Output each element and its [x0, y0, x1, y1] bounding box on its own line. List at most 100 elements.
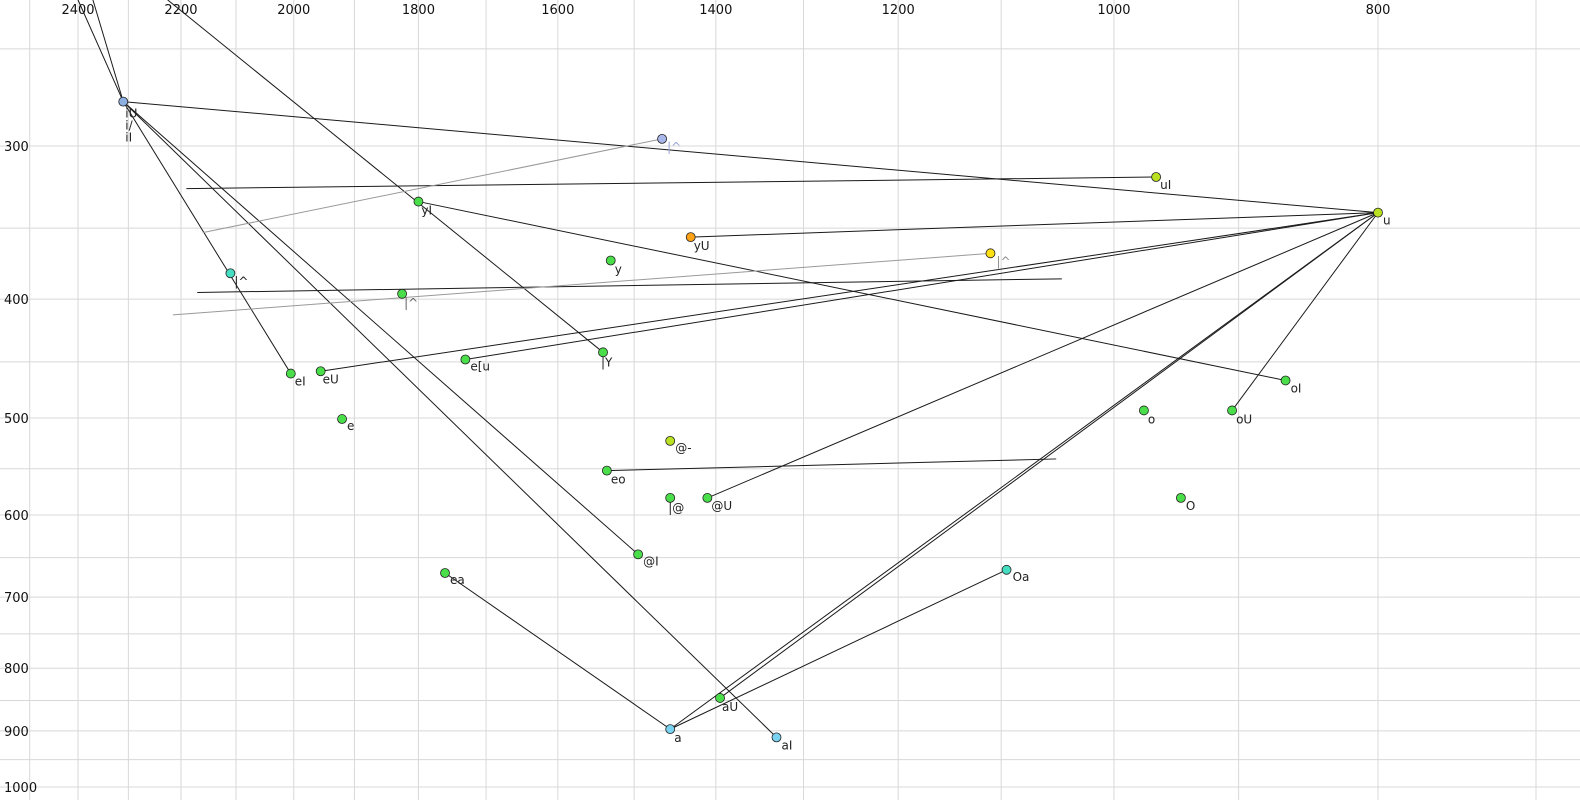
- trajectory-line-10: [1231, 212, 1379, 411]
- trajectory-line-19: [197, 278, 1062, 293]
- vowel-label-bar: |^: [404, 296, 418, 310]
- vowel-point-u: [1373, 207, 1383, 218]
- trajectory-line-16: [186, 176, 1157, 190]
- vowel-point-eI: [285, 368, 296, 379]
- vowel-label-Oa: Oa: [1013, 570, 1030, 584]
- vowel-label-e: e: [347, 419, 354, 433]
- vowel-label-eI: eI: [295, 375, 306, 389]
- vowel-label-o: o: [1148, 412, 1155, 426]
- vowel-label-|@: |@: [668, 501, 684, 515]
- vowel-label-yel: |^: [996, 254, 1010, 268]
- vowel-point-teal: [225, 268, 236, 279]
- x-axis-tick-1200: 1200: [882, 3, 915, 18]
- trajectory-line-14: [669, 569, 1007, 730]
- trajectory-line-18: [606, 458, 1057, 472]
- y-axis-tick-400: 400: [4, 293, 29, 308]
- trajectory-line-6: [320, 212, 1379, 372]
- trajectory-line-2: [123, 101, 1379, 214]
- vowel-point-y: [605, 255, 616, 266]
- vowel-label-|Y: |Y: [601, 355, 613, 369]
- vowel-point-e: [337, 414, 347, 424]
- vowel-label-eo: eo: [611, 473, 626, 487]
- trajectory-line-11: [690, 212, 1379, 238]
- y-axis-tick-300: 300: [4, 140, 29, 155]
- vowel-point-@U: [702, 492, 713, 503]
- vowel-point-i: [118, 96, 129, 107]
- vowel-label-i: iU: [125, 107, 137, 121]
- vowel-point-aI: [771, 732, 782, 743]
- vowel-point-bar: [397, 288, 408, 299]
- trajectory-line-8: [719, 212, 1379, 699]
- vowel-point-@-: [665, 435, 676, 446]
- vowel-point-aU: [715, 693, 725, 703]
- axis-tick-labels: 2400 2200 2000 1800 1600 1400 1200 1000 800 300 40…: [4, 3, 1390, 796]
- trajectory-line-5: [122, 101, 639, 555]
- vowel-point-eo: [601, 465, 612, 476]
- trajectory-line-0: [77, 0, 124, 102]
- vowel-point-oU: [1227, 405, 1237, 416]
- y-axis-tick-800: 800: [4, 662, 29, 677]
- trajectory-line-13: [444, 572, 671, 730]
- x-axis-tick-1400: 1400: [699, 3, 732, 18]
- trajectory-line-15: [418, 201, 1286, 381]
- vowel-point-yU: [685, 232, 696, 243]
- vowel-label-u: u: [1383, 214, 1391, 228]
- trajectory-line-9: [669, 212, 1379, 730]
- vowel-point-|@: [665, 492, 676, 503]
- trajectory-line-1: [92, 0, 124, 102]
- vowel-label-y: y: [615, 263, 622, 277]
- vowel-point-Oa: [1001, 564, 1012, 575]
- x-axis-tick-800: 800: [1366, 3, 1391, 18]
- vowel-label-lav: |^: [667, 140, 681, 154]
- vowel-point-oI: [1280, 375, 1291, 386]
- trajectory-line-17: [167, 0, 604, 353]
- x-axis-tick-1000: 1000: [1097, 3, 1130, 18]
- vowel-label-@-: @-: [675, 441, 691, 455]
- vowel-point-O: [1175, 492, 1186, 503]
- trajectory-line-21: [172, 252, 991, 316]
- vowel-label-e[u: e[u: [470, 359, 490, 373]
- vowel-point-lav: [657, 133, 668, 144]
- vowel-point-yel: [985, 248, 996, 259]
- vowel-label-@U: @U: [711, 499, 732, 513]
- y-axis-tick-900: 900: [4, 725, 29, 740]
- vowel-label-yU: yU: [694, 239, 710, 253]
- x-axis-tick-2400: 2400: [61, 3, 94, 18]
- vowel-label-eU: eU: [323, 372, 339, 386]
- vowel-label-oI: oI: [1291, 381, 1302, 395]
- vowel-label-oU: oU: [1236, 412, 1252, 426]
- vowel-point-ea: [440, 568, 450, 578]
- trajectory-line-7: [465, 212, 1379, 360]
- x-axis-tick-2000: 2000: [277, 3, 310, 18]
- trajectory-line-12: [707, 212, 1379, 499]
- vowel-points: iUi/iI |^ uI u yI yU y |^ |^ |^ eI eU e e[u |Y @- eo |@ @U…: [118, 96, 1391, 752]
- x-axis-tick-2200: 2200: [164, 3, 197, 18]
- trajectory-line-20: [202, 138, 663, 234]
- vowel-point-uI: [1151, 172, 1162, 182]
- vowel-label-a: a: [674, 731, 681, 745]
- vowel-point-e[u: [460, 354, 471, 365]
- vowel-point-eU: [315, 366, 326, 377]
- vowel-point-o: [1139, 405, 1149, 416]
- y-axis-tick-700: 700: [4, 591, 29, 606]
- vowel-label-ea: ea: [450, 573, 465, 587]
- trajectory-line-3: [122, 101, 777, 738]
- vowel-label-i-2: iI: [125, 131, 132, 145]
- vowel-point-@I: [633, 549, 644, 560]
- vowel-label-O: O: [1186, 499, 1195, 513]
- x-axis-tick-1600: 1600: [541, 3, 574, 18]
- x-axis-tick-1800: 1800: [402, 3, 435, 18]
- y-axis-tick-600: 600: [4, 509, 29, 524]
- vowel-label-aU: aU: [722, 700, 738, 714]
- vowel-point-|Y: [598, 347, 608, 358]
- vowel-label-teal: |^: [234, 274, 248, 288]
- vowel-label-aI: aI: [782, 738, 793, 752]
- vowel-label-uI: uI: [1160, 178, 1171, 192]
- vowel-label-i-1: i/: [125, 119, 133, 133]
- vowel-label-yI: yI: [421, 204, 432, 218]
- trajectory-lines: [77, 0, 1379, 738]
- y-axis-tick-1000: 1000: [4, 781, 37, 796]
